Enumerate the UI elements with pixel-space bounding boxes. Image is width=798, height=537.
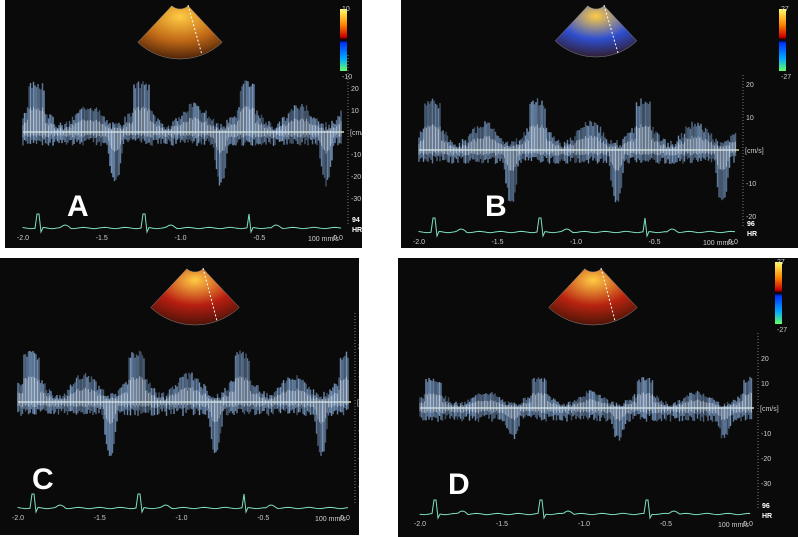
- time-tick-label: 0.0: [333, 235, 343, 242]
- color-bar-bottom: -27: [781, 74, 791, 81]
- velocity-tick-label: -30: [761, 481, 771, 488]
- doppler-display: 27 -27 20 10 -10 -20 [cm/s] -2.0 -1.5 -1.0 -0.5 0.0…: [413, 4, 791, 247]
- time-tick-label: 0.0: [743, 521, 753, 528]
- time-tick-label: -0.5: [660, 521, 672, 528]
- color-bar-top: 10: [342, 6, 350, 13]
- doppler-spectrum: [418, 98, 737, 203]
- time-tick-label: -2.0: [414, 521, 426, 528]
- heart-rate-label: HR: [747, 231, 757, 238]
- velocity-tick-label: -10: [351, 152, 361, 159]
- ecg-trace: [419, 499, 751, 520]
- color-bar-bottom: -27: [777, 327, 787, 334]
- time-tick-label: -0.5: [648, 239, 660, 246]
- heart-rate-value: 96: [747, 221, 755, 228]
- velocity-tick-label: 10: [761, 381, 769, 388]
- doppler-display: 10 -10 20 10 -10 -20 -30 [cm/s] -2.0 -1.5 -1.0 -0.5…: [17, 4, 362, 243]
- doppler-spectrum: [17, 350, 349, 456]
- heart-rate-label: HR: [352, 227, 362, 234]
- sweep-speed-label: 100 mm/s: [315, 516, 346, 523]
- time-tick-label: -1.5: [491, 239, 503, 246]
- sample-line: [202, 267, 218, 322]
- sweep-speed-label: 100 mm/s: [718, 522, 749, 529]
- time-tick-label: -1.5: [96, 235, 108, 242]
- time-tick-label: 0.0: [340, 515, 350, 522]
- sweep-speed-label: 100 mm/s: [703, 240, 734, 247]
- echo-sector-image: [137, 5, 223, 60]
- color-bar-top: 27: [777, 259, 785, 266]
- velocity-tick-label: 10: [746, 115, 754, 122]
- velocity-tick-label: -20: [761, 456, 771, 463]
- velocity-color-bar: [775, 262, 782, 324]
- time-tick-label: -1.5: [94, 515, 106, 522]
- velocity-tick-label: 20: [358, 344, 359, 351]
- ecg-trace: [418, 217, 736, 238]
- time-tick-label: -0.5: [257, 515, 269, 522]
- velocity-unit-label: [cm/s]: [357, 400, 359, 407]
- panel-c: 27-272010-10-20-30[cm/s]-2.0-1.5-1.0-0.5…: [0, 258, 359, 535]
- time-tick-label: -1.0: [175, 515, 187, 522]
- sweep-speed-label: 100 mm/s: [308, 236, 339, 243]
- velocity-unit-label: [cm/s]: [350, 130, 362, 137]
- doppler-spectrum: [419, 376, 753, 441]
- velocity-tick-label: 20: [761, 356, 769, 363]
- ecg-trace: [22, 213, 342, 234]
- velocity-tick-label: -20: [746, 214, 756, 221]
- time-tick-label: -1.0: [570, 239, 582, 246]
- time-tick-label: -2.0: [12, 515, 24, 522]
- velocity-tick-label: -20: [358, 456, 359, 463]
- heart-rate-label: HR: [762, 513, 772, 520]
- doppler-spectrum: [22, 80, 342, 187]
- panel-label: C: [32, 463, 54, 496]
- panel-a: 10 -10 20 10 -10 -20 -30 [cm/s] -2.0 -1.5 -1.0 -0.5…: [5, 0, 362, 248]
- ecg-trace: [17, 493, 349, 514]
- sample-line: [600, 267, 616, 322]
- time-tick-label: -0.5: [253, 235, 265, 242]
- sample-line: [603, 4, 619, 54]
- time-tick-label: 0.0: [728, 239, 738, 246]
- velocity-unit-label: [cm/s]: [745, 148, 764, 155]
- time-tick-label: -2.0: [17, 235, 29, 242]
- time-tick-label: -1.0: [174, 235, 186, 242]
- panel-label: A: [67, 190, 89, 223]
- velocity-tick-label: -30: [358, 484, 359, 491]
- velocity-tick-label: -10: [358, 428, 359, 435]
- velocity-tick-label: 20: [746, 82, 754, 89]
- heart-rate-value: 94: [352, 217, 360, 224]
- velocity-tick-label: -20: [351, 174, 361, 181]
- heart-rate-value: 96: [762, 503, 770, 510]
- panel-d: 27 -27 20 10 -10 -20 -30 [cm/s] -2.0 -1.5 -1.0 -0.5…: [398, 258, 798, 537]
- color-bar-bottom: -10: [342, 74, 352, 81]
- time-tick-label: -1.0: [578, 521, 590, 528]
- velocity-tick-label: -10: [746, 181, 756, 188]
- velocity-tick-label: 10: [351, 108, 359, 115]
- doppler-display: 27 -27 20 10 -10 -20 -30 [cm/s] -2.0 -1.5 -1.0 -0.5…: [414, 259, 787, 529]
- sample-line: [187, 4, 203, 56]
- color-bar-top: 27: [781, 6, 789, 13]
- velocity-tick-label: 10: [358, 372, 359, 379]
- panel-b: 27 -27 20 10 -10 -20 [cm/s] -2.0 -1.5 -1.0 -0.5 0.0…: [401, 0, 798, 248]
- echo-sector-image: [548, 268, 638, 326]
- velocity-unit-label: [cm/s]: [760, 406, 779, 413]
- echo-sector-image: [554, 5, 638, 58]
- time-tick-label: -1.5: [496, 521, 508, 528]
- panel-label: D: [448, 468, 470, 501]
- time-tick-label: -2.0: [413, 239, 425, 246]
- panel-label: B: [485, 190, 507, 223]
- velocity-tick-label: -10: [761, 431, 771, 438]
- echo-sector-image: [150, 268, 240, 326]
- velocity-tick-label: -30: [351, 196, 361, 203]
- velocity-tick-label: 20: [351, 86, 359, 93]
- doppler-display: 27-272010-10-20-30[cm/s]-2.0-1.5-1.0-0.5…: [12, 267, 359, 523]
- velocity-color-bar: [779, 9, 786, 71]
- velocity-color-bar: [340, 9, 347, 71]
